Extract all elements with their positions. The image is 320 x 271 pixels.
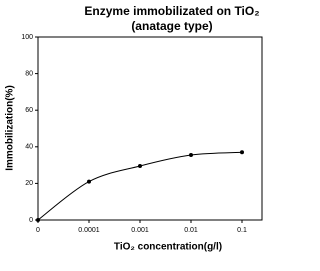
- marker: [138, 164, 142, 169]
- x-tick-label: 0.0001: [78, 227, 100, 234]
- chart: Enzyme immobilizated on TiO₂ (anatage ty…: [5, 4, 263, 253]
- y-tick-label: 80: [25, 70, 33, 77]
- x-tick-label: 0.1: [237, 227, 247, 234]
- x-tick-label: 0.01: [184, 227, 198, 234]
- marker: [87, 179, 91, 184]
- y-tick-label: 0: [29, 217, 33, 224]
- x-tick-label: 0: [36, 227, 40, 234]
- line: [37, 151, 243, 221]
- chart-title: Enzyme immobilizated on TiO₂: [84, 4, 259, 18]
- y-axis-label: Immobilization(%): [5, 85, 16, 171]
- plot-frame: [37, 36, 263, 221]
- chart-subtitle: (anatage type): [131, 19, 212, 33]
- y-tick-label: 40: [25, 144, 33, 151]
- marker: [240, 150, 244, 155]
- y-tick-label: 20: [25, 180, 33, 187]
- x-axis-label: TiO₂ concentration(g/l): [114, 242, 222, 253]
- marker: [36, 218, 40, 222]
- marker: [189, 153, 193, 158]
- y-tick-label: 100: [21, 34, 33, 41]
- x-tick-label: 0.001: [131, 227, 149, 234]
- y-tick-label: 60: [25, 107, 33, 114]
